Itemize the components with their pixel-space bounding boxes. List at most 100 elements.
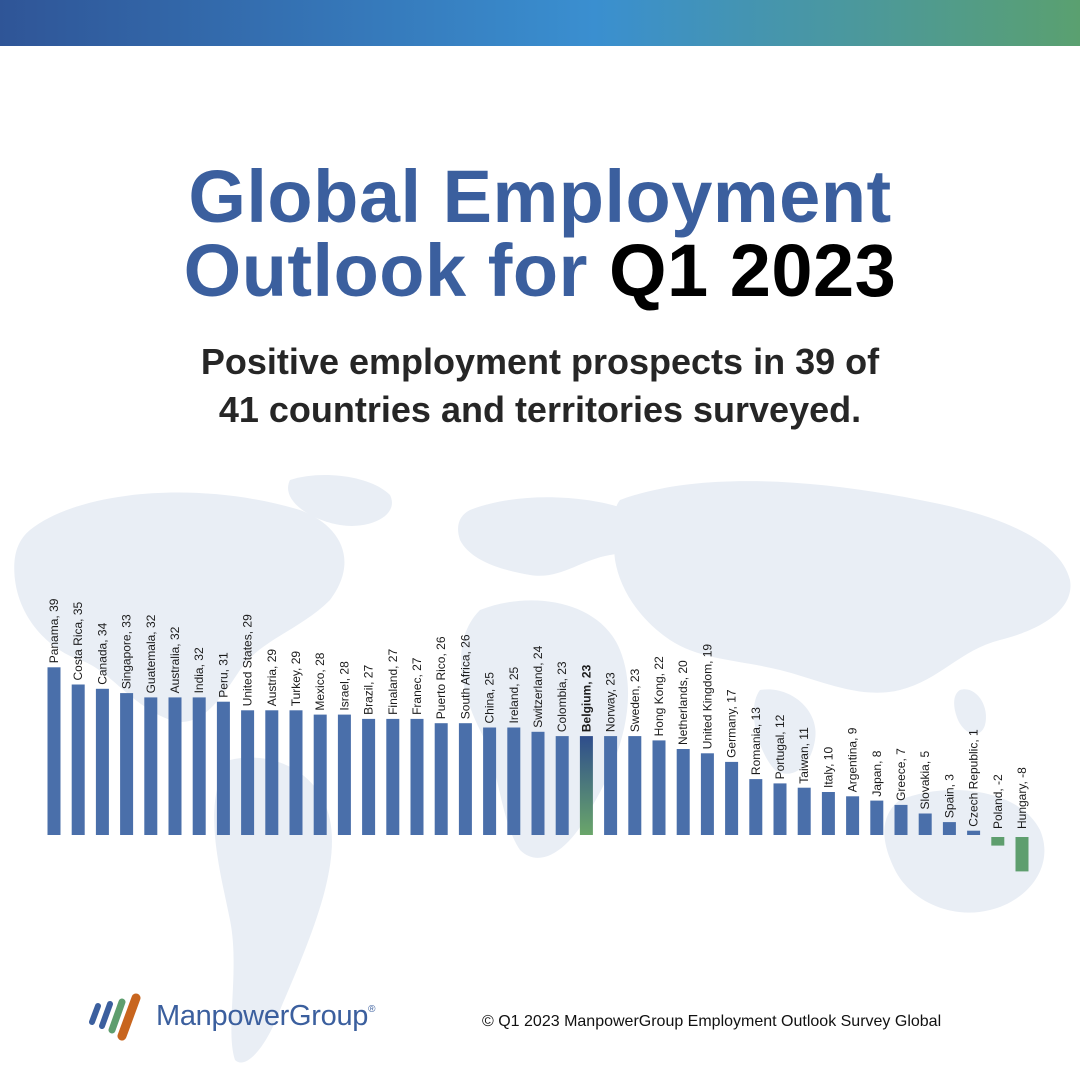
bar-franec [410, 718, 424, 835]
bar-label-czech-republic: Czech Republic, 1 [967, 729, 981, 827]
title-line-1: Global Employment [188, 155, 892, 238]
bar-united-states [241, 710, 255, 835]
bar-panama [47, 667, 61, 835]
bar-label-japan: Japan, 8 [870, 750, 884, 796]
bar-switzerland [531, 731, 545, 835]
bar-label-portugal: Portugal, 12 [773, 714, 787, 779]
bar-label-canada: Canada, 34 [95, 622, 109, 684]
copyright-notice: © Q1 2023 ManpowerGroup Employment Outlo… [482, 1013, 942, 1030]
bar-costa-rica [71, 684, 85, 835]
bar-label-poland: Poland, -2 [991, 774, 1005, 829]
bar-label-italy: Italy, 10 [821, 747, 835, 788]
bar-label-panama: Panama, 39 [47, 598, 61, 663]
bar-label-taiwan: Taiwan, 11 [797, 727, 811, 784]
title-line-2-blue: Outlook for [183, 229, 609, 312]
bar-labels-group: Panama, 39 Costa Rica, 35 Canada, 34 Singap… [47, 598, 1029, 829]
bar-romania [749, 779, 763, 835]
bar-brazil [362, 718, 376, 835]
bar-portugal [773, 783, 787, 835]
bar-label-india: India, 32 [192, 647, 206, 693]
bar-argentina [846, 796, 860, 835]
brand-name: ManpowerGroup® [156, 1000, 375, 1033]
bar-japan [870, 800, 884, 835]
bar-label-franec: Franec, 27 [410, 657, 424, 715]
bar-norway [604, 736, 618, 835]
subtitle-line-2: 41 countries and territories surveyed. [218, 389, 862, 430]
bar-mexico [313, 714, 327, 835]
bar-peru [216, 701, 230, 835]
bar-label-united-kingdom: United Kingdom, 19 [700, 644, 714, 750]
bar-label-austria: Austria, 29 [265, 649, 279, 707]
bar-ireland [507, 727, 521, 835]
bar-spain [942, 822, 956, 835]
bar-label-china: China, 25 [483, 672, 497, 724]
bar-label-argentina: Argentina, 9 [846, 727, 860, 792]
bar-israel [337, 714, 351, 835]
bar-hong-kong [652, 740, 666, 835]
bar-label-switzerland: Switzerland, 24 [531, 645, 545, 727]
bar-label-norway: Norway, 23 [604, 672, 618, 732]
brand-name-text: ManpowerGroup [156, 1000, 369, 1032]
bar-canada [95, 688, 109, 835]
bar-label-sweden: Sweden, 23 [628, 668, 642, 732]
bar-slovakia [918, 813, 932, 835]
bar-czech-republic [967, 830, 981, 835]
top-gradient-bar [0, 0, 1080, 46]
bar-label-slovakia: Slovakia, 5 [918, 750, 932, 809]
bar-label-singapore: Singapore, 33 [120, 614, 134, 689]
bar-guatemala [144, 697, 158, 835]
bars-group [47, 667, 1029, 872]
bar-label-australia: Australia, 32 [168, 626, 182, 693]
manpowergroup-logo: ManpowerGroup® [86, 990, 406, 1046]
bar-south-africa [458, 723, 472, 835]
bar-poland [991, 837, 1005, 846]
bar-colombia [555, 736, 569, 835]
bar-greece [894, 804, 908, 835]
page-subtitle: Positive employment prospects in 39 of 4… [0, 338, 1080, 434]
bar-australia [168, 697, 182, 835]
bar-label-netherlands: Netherlands, 20 [676, 660, 690, 745]
bar-label-brazil: Brazil, 27 [362, 665, 376, 715]
bar-label-spain: Spain, 3 [942, 774, 956, 818]
bar-singapore [120, 693, 134, 835]
bar-label-turkey: Turkey, 29 [289, 651, 303, 707]
bar-label-south-africa: South Africa, 26 [458, 634, 472, 719]
bar-china [483, 727, 497, 835]
bar-taiwan [797, 787, 811, 835]
title-line-2-black: Q1 2023 [608, 229, 897, 312]
bar-label-colombia: Colombia, 23 [555, 661, 569, 732]
bar-label-puerto-rico: Puerto Rico, 26 [434, 636, 448, 719]
bar-sweden [628, 736, 642, 835]
bar-label-united-states: United States, 29 [241, 614, 255, 706]
bar-belgium [579, 736, 593, 835]
bar-label-peru: Peru, 31 [216, 652, 230, 698]
bar-finaland [386, 718, 400, 835]
bar-label-romania: Romania, 13 [749, 707, 763, 775]
bar-germany [725, 761, 739, 835]
bar-label-mexico: Mexico, 28 [313, 652, 327, 710]
bar-label-israel: Israel, 28 [337, 661, 351, 711]
bar-hungary [1015, 837, 1029, 872]
bar-label-finaland: Finaland, 27 [386, 649, 400, 715]
bar-label-germany: Germany, 17 [725, 689, 739, 758]
bar-label-guatemala: Guatemala, 32 [144, 614, 158, 693]
page-title: Global Employment Outlook for Q1 2023 [0, 160, 1080, 308]
subtitle-line-1: Positive employment prospects in 39 of [200, 341, 880, 382]
bar-austria [265, 710, 279, 835]
bar-italy [821, 792, 835, 835]
bar-turkey [289, 710, 303, 835]
bar-label-greece: Greece, 7 [894, 748, 908, 801]
bar-label-costa-rica: Costa Rica, 35 [71, 601, 85, 680]
bar-chart: Panama, 39 Costa Rica, 35 Canada, 34 Singap… [47, 598, 1029, 872]
bar-label-belgium: Belgium, 23 [579, 664, 593, 732]
world-map-background [14, 475, 1071, 1063]
bar-india [192, 697, 206, 835]
bar-puerto-rico [434, 723, 448, 835]
bar-netherlands [676, 749, 690, 835]
bar-label-hong-kong: Hong Kong, 22 [652, 656, 666, 736]
bar-label-ireland: Ireland, 25 [507, 666, 521, 723]
bar-label-hungary: Hungary, -8 [1015, 767, 1029, 829]
bar-united-kingdom [700, 753, 714, 835]
registered-mark: ® [368, 1004, 376, 1015]
logo-mark-icon [89, 993, 141, 1041]
